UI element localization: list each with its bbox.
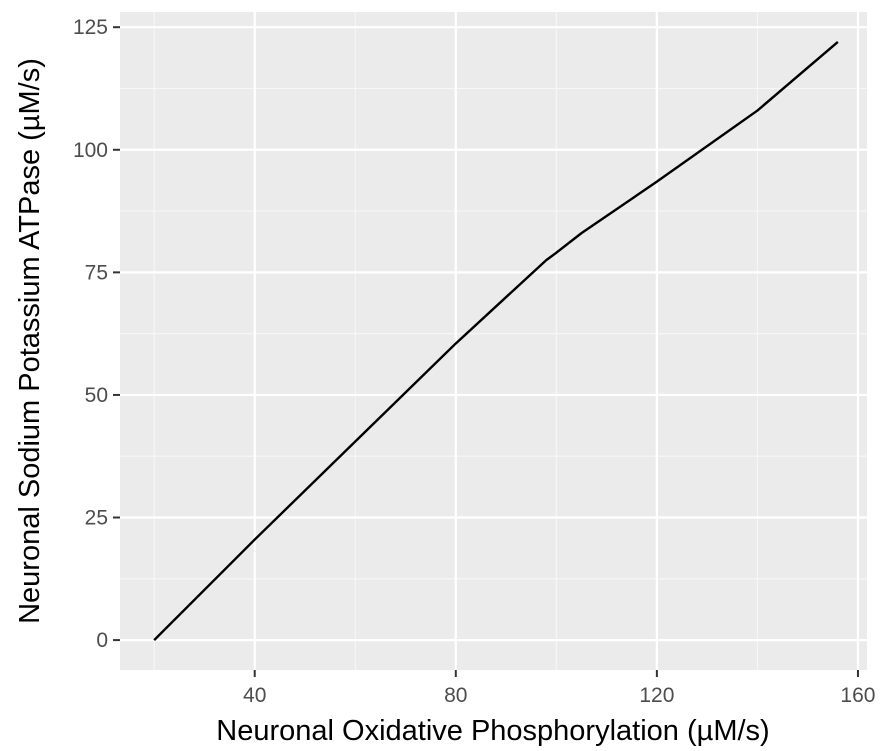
y-axis: 0 25 50 75 100 125	[73, 16, 120, 652]
y-tick-label: 75	[85, 261, 108, 284]
x-tick-label: 120	[639, 684, 674, 707]
y-tick-label: 25	[85, 507, 108, 530]
x-tick-label: 40	[243, 684, 266, 707]
x-tick-label: 80	[444, 684, 467, 707]
plot-panel	[120, 12, 867, 670]
x-axis: 40 80 120 160	[243, 670, 875, 707]
y-tick-label: 125	[73, 16, 108, 39]
y-tick-label: 0	[96, 629, 108, 652]
y-tick-label: 100	[73, 139, 108, 162]
x-axis-title: Neuronal Oxidative Phosphorylation (µM/s…	[216, 715, 769, 747]
x-tick-label: 160	[840, 684, 875, 707]
y-tick-label: 50	[85, 384, 108, 407]
y-axis-title: Neuronal Sodium Potassium ATPase (µM/s)	[14, 58, 46, 624]
